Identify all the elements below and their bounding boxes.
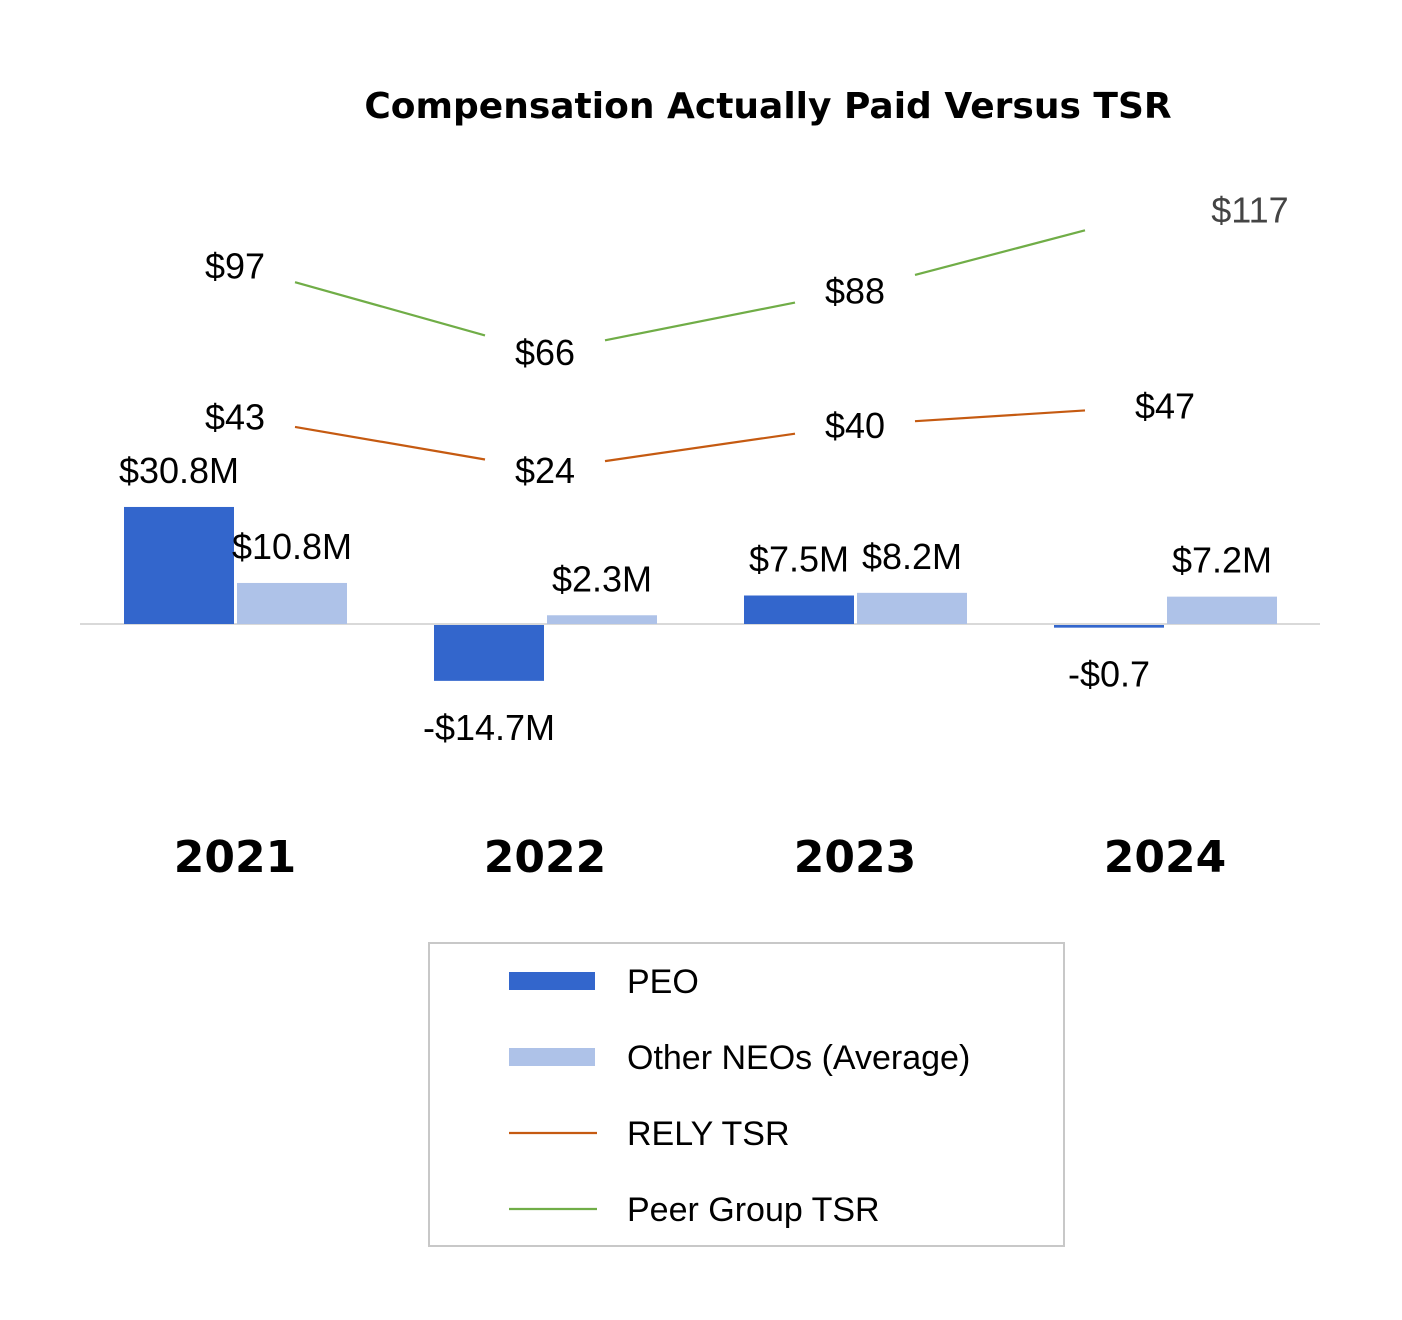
label-peer-group-tsr-2024: $117 [1211,189,1288,230]
line-peer-group-tsr-seg-2 [604,301,796,342]
legend-swatch-peo [509,972,595,990]
x-tick-2021: 2021 [174,832,296,883]
label-other-neos-average-2024: $7.2M [1172,540,1272,581]
label-other-neos-average-2021: $10.8M [232,526,352,567]
label-other-neos-average-2022: $2.3M [552,558,652,599]
bar-other-neos-average-2021 [237,582,347,624]
label-other-neos-average-2023: $8.2M [862,536,962,577]
plot-area: $30.8M -$14.7M $7.5M -$0.7 $10.8M $2.3M $8.2M $… [80,189,1320,883]
x-tick-2023: 2023 [794,832,916,883]
label-peo-2022: -$14.7M [423,707,555,748]
legend-label-other-neos-average: Other NEOs (Average) [627,1039,970,1077]
bar-other-neos-average-2023 [857,592,967,624]
x-tick-2022: 2022 [484,832,606,883]
label-rely-tsr-2022: $24 [515,450,575,491]
label-peer-group-tsr-2023: $88 [825,271,885,312]
x-tick-2024: 2024 [1104,832,1226,883]
bar-other-neos-average-2024 [1167,596,1277,624]
label-peo-2024: -$0.7 [1068,654,1150,695]
line-rely-tsr-seg-1 [294,425,486,461]
line-peer-group-tsr-seg-1 [294,281,486,337]
bar-peo-2022 [434,625,544,681]
legend-swatch-other-neos-average [509,1048,595,1066]
bar-peo-2023 [744,595,854,624]
chart-title: Compensation Actually Paid Versus TSR [364,86,1171,127]
legend: PEO Other NEOs (Average) RELY TSR Peer Grou… [428,942,1065,1247]
label-rely-tsr-2024: $47 [1135,385,1195,426]
legend-box [428,942,1065,1247]
bar-peo-2021 [124,506,234,624]
label-peo-2023: $7.5M [749,539,849,580]
legend-label-peer-group-tsr: Peer Group TSR [627,1191,880,1229]
label-peo-2021: $30.8M [119,450,239,491]
bar-other-neos-average-2022 [547,615,657,624]
label-peer-group-tsr-2021: $97 [205,245,265,286]
line-rely-tsr-seg-2 [604,432,796,463]
label-rely-tsr-2023: $40 [825,405,885,446]
legend-label-peo: PEO [627,963,699,1001]
line-rely-tsr-seg-3 [914,409,1086,423]
label-peer-group-tsr-2022: $66 [515,332,575,373]
legend-label-rely-tsr: RELY TSR [627,1115,790,1153]
label-rely-tsr-2021: $43 [205,397,265,438]
bar-peo-2024 [1054,625,1164,628]
line-peer-group-tsr-seg-3 [914,229,1086,276]
